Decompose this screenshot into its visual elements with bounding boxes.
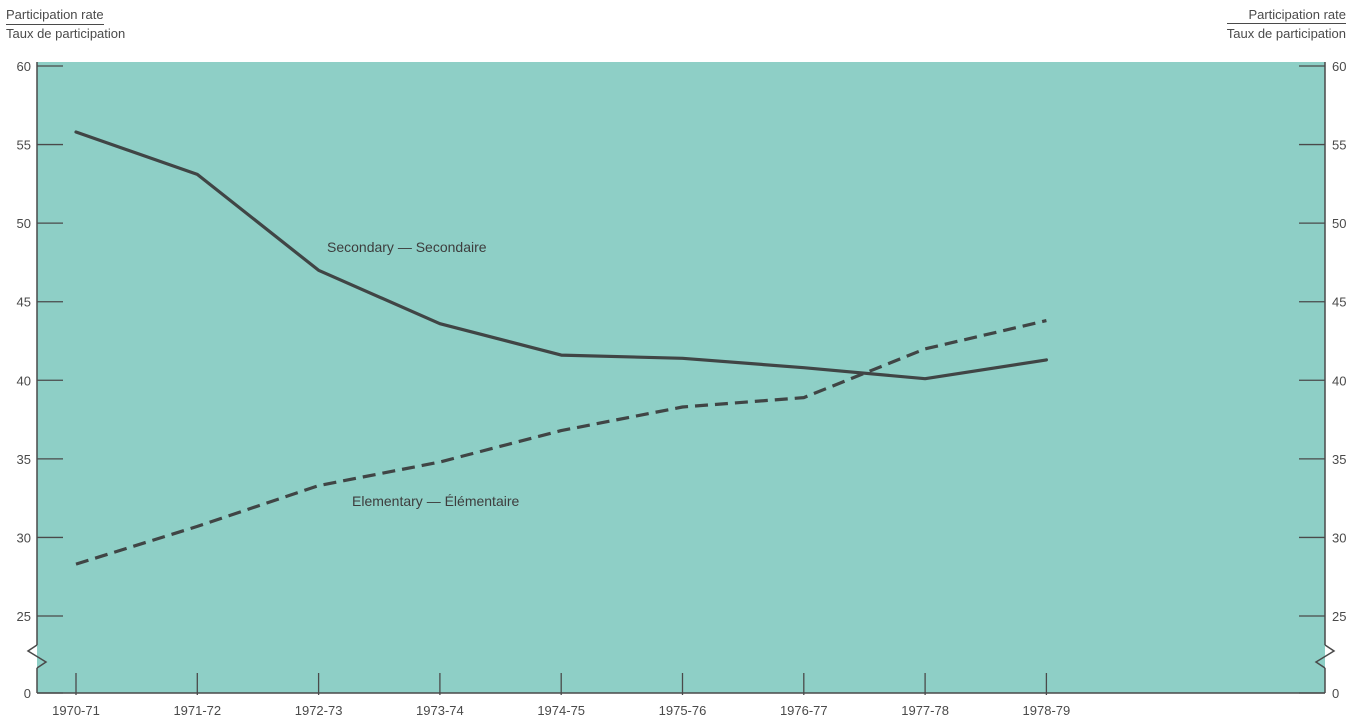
y-tick-label-left-50: 50 — [17, 216, 31, 231]
y-tick-label-right-40: 40 — [1332, 373, 1346, 388]
secondary-series-label: Secondary — Secondaire — [327, 239, 487, 255]
left-y-axis-break-mark — [26, 644, 48, 669]
left-axis-title: Participation rate Taux de participation — [6, 6, 125, 42]
elementary-series-label: Elementary — Élémentaire — [352, 493, 520, 509]
y-tick-label-left-30: 30 — [17, 530, 31, 545]
y-tick-label-right-50: 50 — [1332, 216, 1346, 231]
y-tick-label-right-25: 25 — [1332, 609, 1346, 624]
series-labels: Secondary — Secondaire Elementary — Éléme… — [327, 239, 520, 509]
axis-ticks: 0 0 25 25 30 30 35 35 40 40 45 45 50 50 55 55 60 60 1970-7… — [17, 59, 1347, 718]
y-tick-label-left-40: 40 — [17, 373, 31, 388]
left-axis-title-fr: Taux de participation — [6, 26, 126, 41]
plot-area — [37, 62, 1325, 693]
y-tick-label-left-0: 0 — [24, 686, 31, 701]
y-tick-label-left-55: 55 — [17, 138, 31, 153]
y-tick-label-right-60: 60 — [1332, 59, 1346, 74]
x-tick-label-1978-79: 1978-79 — [1023, 703, 1071, 718]
x-tick-label-1976-77: 1976-77 — [780, 703, 828, 718]
y-tick-label-left-25: 25 — [17, 609, 31, 624]
y-tick-label-right-35: 35 — [1332, 452, 1346, 467]
right-y-axis-break-mark — [1314, 644, 1336, 669]
right-axis-title-fr: Taux de participation — [1226, 23, 1346, 43]
x-tick-label-1973-74: 1973-74 — [416, 703, 464, 718]
y-tick-label-left-35: 35 — [17, 452, 31, 467]
left-axis-title-en: Participation rate — [6, 6, 104, 25]
x-tick-label-1975-76: 1975-76 — [659, 703, 707, 718]
x-tick-label-1974-75: 1974-75 — [537, 703, 585, 718]
axes — [26, 62, 1336, 694]
x-tick-label-1972-73: 1972-73 — [295, 703, 343, 718]
right-axis-title: Participation rate Taux de participation — [1226, 6, 1346, 43]
right-axis-title-en: Participation rate — [1248, 7, 1346, 22]
x-tick-label-1977-78: 1977-78 — [901, 703, 949, 718]
y-tick-label-left-45: 45 — [17, 295, 31, 310]
y-tick-label-left-60: 60 — [17, 59, 31, 74]
y-tick-label-right-0: 0 — [1332, 686, 1339, 701]
y-tick-label-right-45: 45 — [1332, 295, 1346, 310]
y-tick-label-right-55: 55 — [1332, 138, 1346, 153]
x-tick-label-1971-72: 1971-72 — [173, 703, 221, 718]
y-tick-label-right-30: 30 — [1332, 530, 1346, 545]
x-tick-label-1970-71: 1970-71 — [52, 703, 100, 718]
series-lines — [74, 130, 1049, 566]
